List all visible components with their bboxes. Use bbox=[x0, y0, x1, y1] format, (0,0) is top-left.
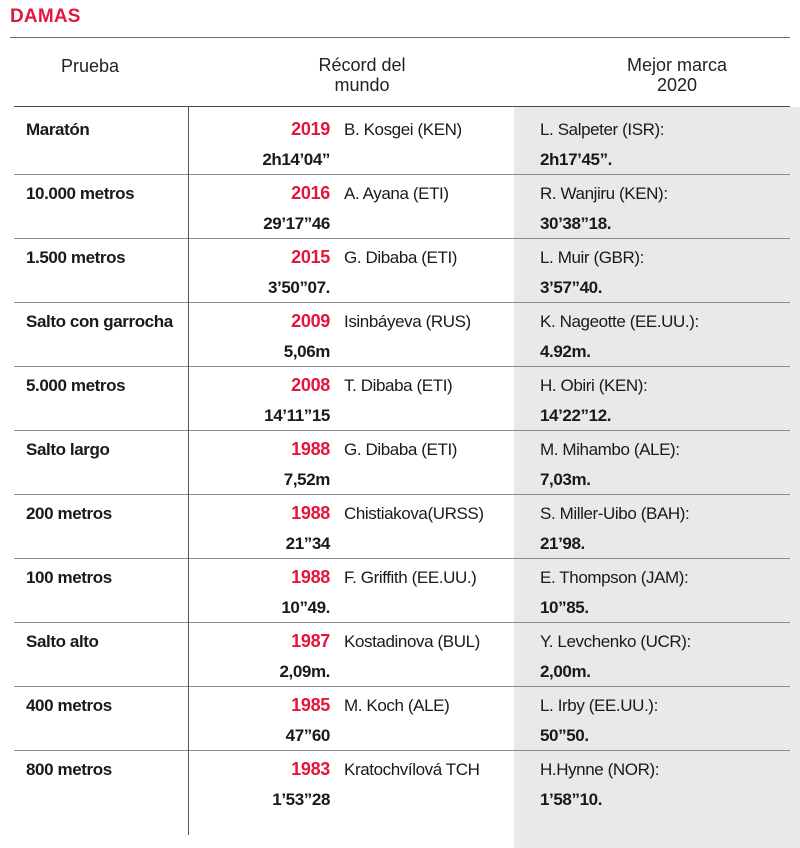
header-best-line2: 2020 bbox=[656, 75, 698, 95]
best-mark-holder: H. Obiri (KEN): bbox=[540, 376, 648, 395]
table-row: 10.000 metros 2016 A. Ayana (ETI) 29’17”46 R… bbox=[0, 174, 800, 238]
best-mark-holder: H.Hynne (NOR): bbox=[540, 760, 660, 779]
event-name: 800 metros bbox=[26, 760, 112, 779]
record-holder: T. Dibaba (ETI) bbox=[344, 376, 453, 395]
record-mark: 2h14’04” bbox=[262, 150, 330, 169]
table-row: 100 metros 1988 F. Griffith (EE.UU.) 10”49.… bbox=[0, 558, 800, 622]
record-year: 1988 bbox=[291, 503, 330, 523]
best-mark-holder: E. Thompson (JAM): bbox=[540, 568, 689, 587]
record-year: 2016 bbox=[291, 183, 330, 203]
best-mark-value: 30’38”18. bbox=[540, 214, 612, 233]
event-name: 200 metros bbox=[26, 504, 112, 523]
table-row: 5.000 metros 2008 T. Dibaba (ETI) 14’11”15 H… bbox=[0, 366, 800, 430]
record-year: 1983 bbox=[291, 759, 330, 779]
best-mark-holder: Y. Levchenko (UCR): bbox=[540, 632, 691, 651]
header-best-mark: Mejor marca 2020 bbox=[600, 55, 754, 95]
best-mark-value: 2h17’45”. bbox=[540, 150, 613, 169]
record-holder: G. Dibaba (ETI) bbox=[344, 440, 458, 459]
record-holder: Chistiakova(URSS) bbox=[344, 504, 484, 523]
table-row: 800 metros 1983 Kratochvílová TCH 1’53”28 H.… bbox=[0, 750, 800, 814]
record-mark: 21”34 bbox=[285, 534, 331, 553]
best-mark-value: 10”85. bbox=[540, 598, 589, 617]
record-holder: B. Kosgei (KEN) bbox=[344, 120, 462, 139]
record-year: 1988 bbox=[291, 567, 330, 587]
table-row: Salto largo 1988 G. Dibaba (ETI) 7,52m M. Mi… bbox=[0, 430, 800, 494]
event-name: 10.000 metros bbox=[26, 184, 135, 203]
record-mark: 29’17”46 bbox=[263, 214, 330, 233]
best-mark-value: 1’58”10. bbox=[540, 790, 603, 809]
record-holder: G. Dibaba (ETI) bbox=[344, 248, 458, 267]
record-mark: 7,52m bbox=[283, 470, 331, 489]
header-world-record: Récord del mundo bbox=[300, 55, 424, 95]
record-mark: 3’50”07. bbox=[267, 278, 330, 297]
header-best-line1: Mejor marca bbox=[626, 55, 728, 75]
table-row: 400 metros 1985 M. Koch (ALE) 47”60 L. Irby … bbox=[0, 686, 800, 750]
best-mark-column-background bbox=[514, 107, 800, 848]
best-mark-holder: R. Wanjiru (KEN): bbox=[540, 184, 668, 203]
best-mark-value: 4.92m. bbox=[540, 342, 591, 361]
event-name: 1.500 metros bbox=[26, 248, 126, 267]
records-table: Maratón 2019 B. Kosgei (KEN) 2h14’04” L. Sal… bbox=[0, 110, 800, 814]
record-mark: 5,06m bbox=[283, 342, 331, 361]
record-holder: Kratochvílová TCH bbox=[344, 760, 480, 779]
record-year: 1985 bbox=[291, 695, 330, 715]
event-name: Maratón bbox=[26, 120, 90, 139]
record-holder: Isinbáyeva (RUS) bbox=[344, 312, 471, 331]
best-mark-value: 3’57”40. bbox=[540, 278, 603, 297]
event-name: Salto con garrocha bbox=[26, 312, 173, 331]
record-year: 2008 bbox=[291, 375, 330, 395]
best-mark-value: 7,03m. bbox=[540, 470, 591, 489]
header-divider bbox=[14, 106, 790, 107]
table-row: 1.500 metros 2015 G. Dibaba (ETI) 3’50”07. L… bbox=[0, 238, 800, 302]
record-mark: 1’53”28 bbox=[272, 790, 330, 809]
record-mark: 14’11”15 bbox=[264, 406, 330, 425]
event-name: 5.000 metros bbox=[26, 376, 126, 395]
best-mark-holder: S. Miller-Uibo (BAH): bbox=[540, 504, 690, 523]
event-name: Salto alto bbox=[26, 632, 99, 651]
header-event-label: Prueba bbox=[60, 56, 120, 76]
best-mark-holder: L. Muir (GBR): bbox=[540, 248, 644, 267]
best-mark-holder: K. Nageotte (EE.UU.): bbox=[540, 312, 699, 331]
best-mark-holder: L. Irby (EE.UU.): bbox=[540, 696, 658, 715]
record-year: 2015 bbox=[291, 247, 330, 267]
header-event: Prueba bbox=[40, 56, 140, 76]
record-year: 2009 bbox=[291, 311, 330, 331]
best-mark-value: 14’22”12. bbox=[540, 406, 612, 425]
record-mark: 47”60 bbox=[285, 726, 331, 745]
record-mark: 10”49. bbox=[281, 598, 330, 617]
table-row: Salto alto 1987 Kostadinova (BUL) 2,09m. Y. … bbox=[0, 622, 800, 686]
best-mark-value: 50”50. bbox=[540, 726, 589, 745]
best-mark-value: 21’98. bbox=[540, 534, 585, 553]
top-divider bbox=[10, 37, 790, 38]
record-holder: Kostadinova (BUL) bbox=[344, 632, 480, 651]
best-mark-value: 2,00m. bbox=[540, 662, 591, 681]
table-row: Salto con garrocha 2009 Isinbáyeva (RUS) 5,… bbox=[0, 302, 800, 366]
record-year: 1988 bbox=[291, 439, 330, 459]
record-holder: M. Koch (ALE) bbox=[344, 696, 450, 715]
best-mark-holder: L. Salpeter (ISR): bbox=[540, 120, 665, 139]
record-year: 2019 bbox=[291, 119, 330, 139]
record-year: 1987 bbox=[291, 631, 330, 651]
record-mark: 2,09m. bbox=[279, 662, 330, 681]
page-title: DAMAS bbox=[10, 6, 81, 27]
event-name: 400 metros bbox=[26, 696, 112, 715]
best-mark-holder: M. Mihambo (ALE): bbox=[540, 440, 680, 459]
record-holder: A. Ayana (ETI) bbox=[344, 184, 449, 203]
event-column-divider bbox=[188, 107, 189, 835]
table-row: Maratón 2019 B. Kosgei (KEN) 2h14’04” L. Sal… bbox=[0, 110, 800, 174]
event-name: 100 metros bbox=[26, 568, 112, 587]
event-name: Salto largo bbox=[26, 440, 110, 459]
header-record-line1: Récord del bbox=[318, 55, 406, 75]
record-holder: F. Griffith (EE.UU.) bbox=[344, 568, 477, 587]
table-row: 200 metros 1988 Chistiakova(URSS) 21”34 S. M… bbox=[0, 494, 800, 558]
header-record-line2: mundo bbox=[334, 75, 390, 95]
